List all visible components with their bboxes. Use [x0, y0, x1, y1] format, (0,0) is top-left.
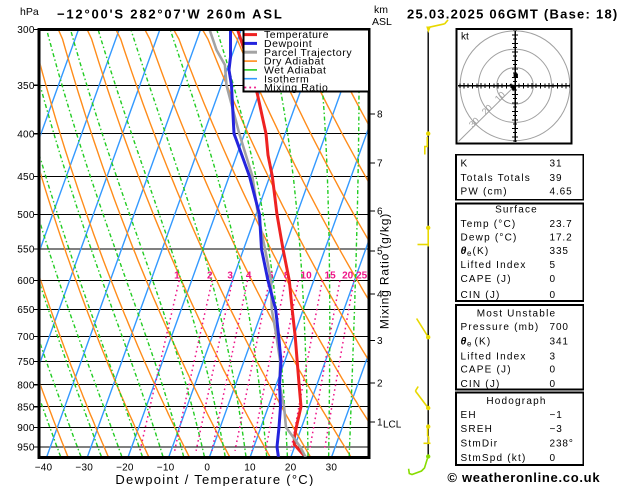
- svg-text:400: 400: [17, 129, 35, 140]
- svg-text:PW (cm): PW (cm): [461, 186, 508, 197]
- svg-text:StmSpd (kt): StmSpd (kt): [461, 453, 527, 464]
- svg-text:30: 30: [326, 463, 338, 474]
- svg-text:4.65: 4.65: [550, 186, 573, 197]
- svg-text:K: K: [461, 159, 469, 170]
- svg-text:−30: −30: [75, 463, 93, 474]
- svg-text:km: km: [374, 4, 388, 16]
- svg-text:900: 900: [17, 423, 35, 434]
- svg-text:3: 3: [550, 352, 556, 363]
- svg-text:e: e: [467, 249, 472, 258]
- svg-text:0: 0: [204, 463, 210, 474]
- svg-text:3: 3: [377, 336, 383, 347]
- svg-text:© weatheronline.co.uk: © weatheronline.co.uk: [447, 470, 600, 485]
- svg-text:650: 650: [17, 305, 35, 316]
- svg-text:Surface: Surface: [495, 205, 538, 216]
- svg-text:2: 2: [207, 271, 213, 282]
- svg-text:300: 300: [17, 25, 35, 36]
- svg-text:20: 20: [342, 271, 354, 282]
- svg-text:SREH: SREH: [461, 424, 494, 435]
- svg-text:17.2: 17.2: [550, 233, 573, 244]
- svg-text:800: 800: [17, 380, 35, 391]
- svg-text:20: 20: [285, 463, 297, 474]
- svg-text:(K): (K): [473, 246, 490, 257]
- svg-text:25: 25: [356, 271, 368, 282]
- svg-text:Most Unstable: Most Unstable: [477, 309, 557, 320]
- svg-text:341: 341: [550, 337, 569, 348]
- svg-text:600: 600: [17, 276, 35, 287]
- svg-text:7: 7: [377, 159, 383, 170]
- svg-text:e: e: [467, 340, 472, 349]
- svg-text:238°: 238°: [550, 439, 574, 450]
- svg-text:kt: kt: [461, 32, 469, 43]
- svg-text:CAPE (J): CAPE (J): [461, 274, 512, 285]
- svg-text:8: 8: [377, 110, 383, 121]
- svg-text:10: 10: [301, 271, 313, 282]
- svg-text:0: 0: [550, 365, 556, 376]
- svg-text:335: 335: [550, 246, 569, 257]
- svg-text:10: 10: [244, 463, 256, 474]
- svg-text:350: 350: [17, 81, 35, 92]
- svg-text:EH: EH: [461, 410, 477, 421]
- svg-text:Lifted Index: Lifted Index: [461, 260, 527, 271]
- svg-text:Wet Adiabat: Wet Adiabat: [264, 65, 326, 77]
- svg-text:950: 950: [17, 443, 35, 454]
- svg-text:hPa: hPa: [20, 6, 39, 18]
- svg-text:−10: −10: [157, 463, 175, 474]
- svg-text:Totals Totals: Totals Totals: [461, 173, 531, 184]
- svg-text:Hodograph: Hodograph: [486, 396, 546, 407]
- svg-text:CIN (J): CIN (J): [461, 290, 501, 301]
- svg-text:Parcel Trajectory: Parcel Trajectory: [264, 47, 352, 59]
- svg-text:500: 500: [17, 210, 35, 221]
- svg-text:4: 4: [377, 290, 383, 301]
- svg-text:750: 750: [17, 357, 35, 368]
- svg-text:0: 0: [550, 379, 556, 390]
- svg-text:Dewp (°C): Dewp (°C): [461, 233, 518, 244]
- svg-text:25.03.2025 06GMT (Base: 18): 25.03.2025 06GMT (Base: 18): [407, 7, 619, 22]
- svg-text:−12°00'S 282°07'W 260m ASL: −12°00'S 282°07'W 260m ASL: [57, 7, 284, 22]
- svg-text:Mixing Ratio (g/kg): Mixing Ratio (g/kg): [378, 213, 392, 329]
- svg-text:700: 700: [550, 322, 569, 333]
- svg-text:0: 0: [550, 274, 556, 285]
- svg-text:0: 0: [550, 453, 556, 464]
- svg-text:(K): (K): [475, 337, 492, 348]
- svg-text:−40: −40: [35, 463, 53, 474]
- svg-text:Dewpoint: Dewpoint: [264, 38, 312, 50]
- svg-text:LCL: LCL: [383, 420, 402, 431]
- svg-text:Pressure (mb): Pressure (mb): [461, 322, 540, 333]
- svg-text:31: 31: [550, 159, 563, 170]
- svg-text:Dewpoint / Temperature (°C): Dewpoint / Temperature (°C): [115, 472, 314, 486]
- svg-text:15: 15: [325, 271, 337, 282]
- svg-text:5: 5: [377, 247, 383, 258]
- svg-text:5: 5: [550, 260, 556, 271]
- svg-text:39: 39: [550, 173, 563, 184]
- svg-text:3: 3: [227, 271, 233, 282]
- svg-text:−3: −3: [550, 424, 563, 435]
- svg-text:Dry Adiabat: Dry Adiabat: [264, 56, 324, 68]
- svg-text:ASL: ASL: [372, 16, 392, 28]
- svg-text:Lifted Index: Lifted Index: [461, 352, 527, 363]
- svg-text:Temperature: Temperature: [264, 29, 329, 41]
- svg-text:Temp (°C): Temp (°C): [461, 219, 517, 230]
- svg-text:450: 450: [17, 172, 35, 183]
- svg-text:550: 550: [17, 245, 35, 256]
- svg-text:−20: −20: [116, 463, 134, 474]
- svg-text:1: 1: [174, 271, 180, 282]
- svg-text:θ: θ: [461, 245, 467, 257]
- svg-text:StmDir: StmDir: [461, 439, 499, 450]
- svg-text:θ: θ: [461, 336, 467, 348]
- svg-text:CAPE (J): CAPE (J): [461, 365, 512, 376]
- svg-text:6: 6: [377, 207, 383, 218]
- svg-text:23.7: 23.7: [550, 219, 573, 230]
- svg-text:CIN (J): CIN (J): [461, 379, 501, 390]
- svg-text:700: 700: [17, 332, 35, 343]
- svg-text:2: 2: [377, 379, 383, 390]
- svg-text:Isotherm: Isotherm: [264, 73, 309, 85]
- svg-text:4: 4: [246, 271, 252, 282]
- svg-text:850: 850: [17, 402, 35, 413]
- svg-text:Mixing Ratio: Mixing Ratio: [264, 82, 328, 94]
- svg-text:30: 30: [467, 115, 481, 129]
- svg-text:−1: −1: [550, 410, 563, 421]
- svg-text:1: 1: [377, 418, 383, 429]
- svg-text:0: 0: [550, 290, 556, 301]
